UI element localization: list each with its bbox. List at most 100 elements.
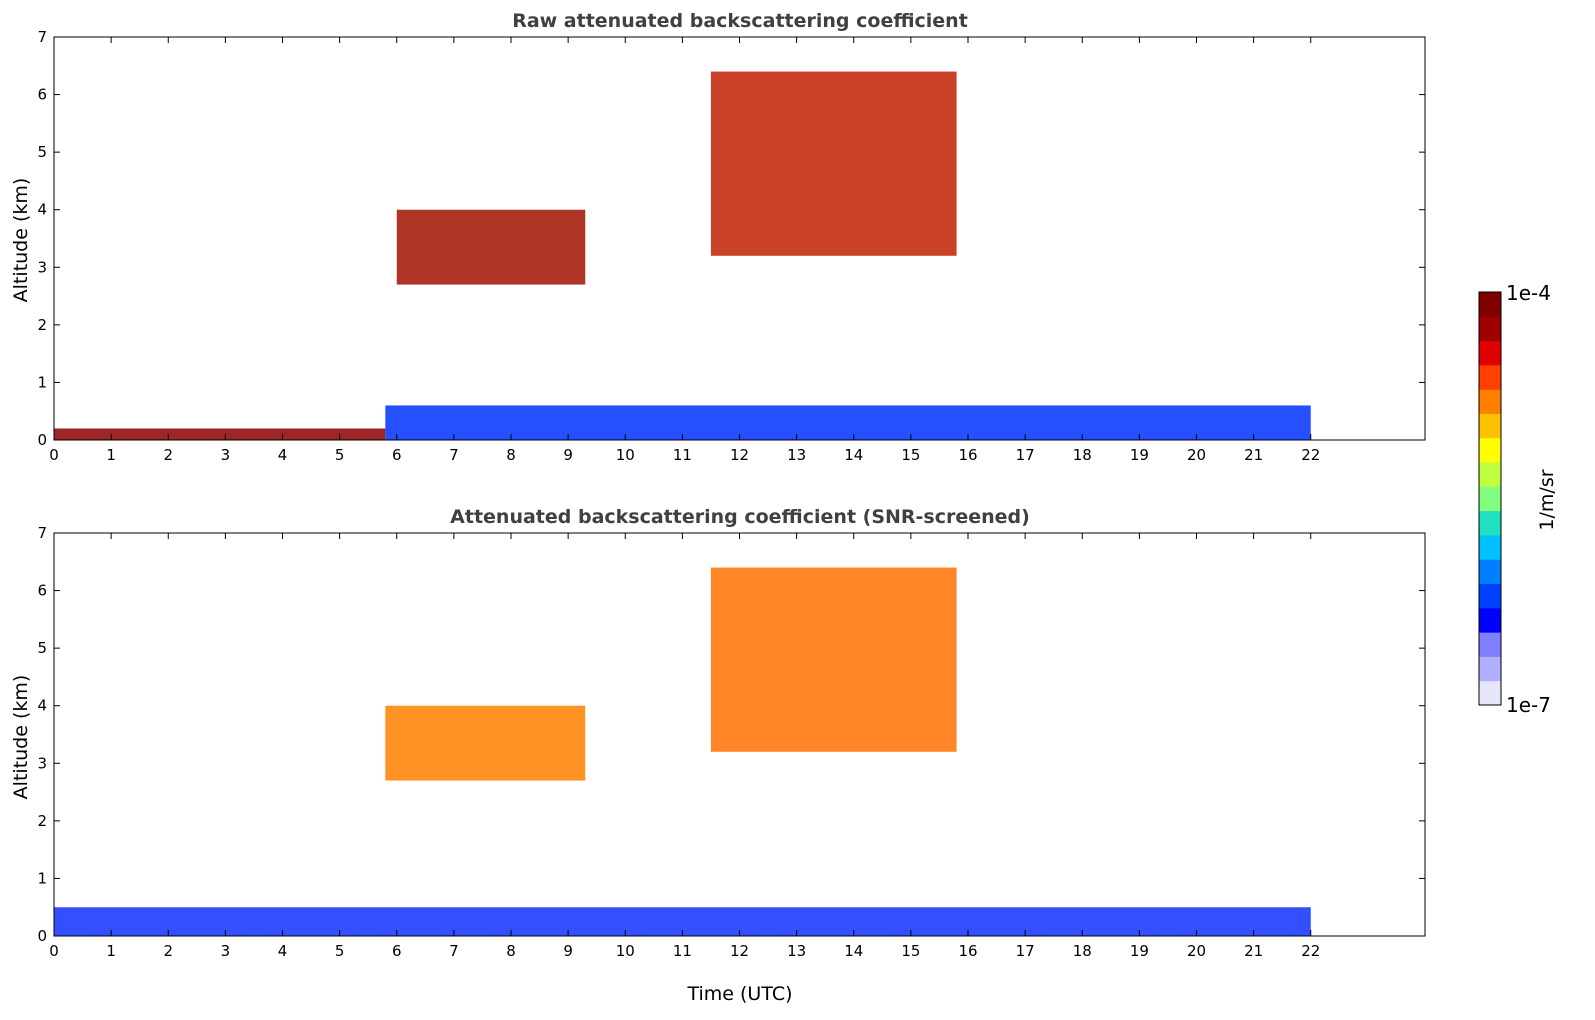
panel-raw-ylabel: Altitude (km) [10,178,32,303]
colorbar-step [1479,340,1501,366]
y-tick-label: 2 [37,812,47,830]
x-tick-label: 9 [563,942,573,960]
x-tick-label: 16 [958,446,977,464]
x-tick-label: 5 [335,446,345,464]
y-tick-label: 2 [37,316,47,334]
panel-raw-x-ticks: 0 1 2 3 4 5 6 7 8 9 10 11 12 13 14 15 16 17 18 19 20 21 22 [49,37,1320,464]
y-tick-label: 3 [37,754,47,772]
y-tick-label: 4 [37,201,47,219]
y-tick-label: 1 [37,869,47,887]
y-tick-label: 6 [37,86,47,104]
x-tick-label: 12 [730,446,749,464]
x-tick-label: 13 [787,942,806,960]
x-tick-label: 21 [1244,942,1263,960]
colorbar-step [1479,583,1501,609]
panel-raw-heatmap [54,71,1311,440]
x-tick-label: 10 [616,942,635,960]
x-tick-label: 17 [1016,942,1035,960]
x-tick-label: 4 [278,942,288,960]
panel-screened-title: Attenuated backscattering coefficient (S… [450,506,1030,528]
colorbar-step [1479,413,1501,439]
x-tick-label: 12 [730,942,749,960]
x-tick-label: 15 [901,446,920,464]
panel-screened-y-ticks: 0 1 2 3 4 5 6 7 [37,524,1425,945]
x-tick-label: 6 [392,942,402,960]
heatmap-feature-0 [385,705,586,781]
panel-raw: Raw attenuated backscattering coefficien… [10,10,1426,464]
x-tick-label: 1 [106,942,116,960]
y-tick-label: 7 [37,28,47,46]
x-tick-label: 11 [673,942,692,960]
x-tick-label: 7 [449,446,459,464]
y-tick-label: 0 [37,927,47,945]
colorbar-step [1479,364,1501,390]
colorbar-step [1479,607,1501,633]
colorbar-step [1479,316,1501,342]
y-tick-label: 3 [37,258,47,276]
colorbar-step [1479,534,1501,560]
colorbar-min-label: 1e-7 [1506,693,1551,717]
colorbar-step [1479,656,1501,682]
colorbar-gradient [1479,292,1501,706]
heatmap-feature-1 [710,567,957,752]
x-tick-label: 21 [1244,446,1263,464]
x-tick-label: 11 [673,446,692,464]
colorbar-frame [1478,291,1502,706]
x-tick-label: 4 [278,446,288,464]
x-tick-label: 15 [901,942,920,960]
heatmap-feature-0 [54,428,386,440]
y-tick-label: 1 [37,373,47,391]
panel-screened-heatmap [54,567,1311,936]
x-tick-label: 8 [506,942,516,960]
x-tick-label: 10 [616,446,635,464]
x-tick-label: 7 [449,942,459,960]
colorbar-step [1479,632,1501,657]
colorbar-step [1479,559,1501,585]
y-tick-label: 0 [37,431,47,449]
y-tick-label: 5 [37,639,47,657]
panel-raw-y-ticks: 0 1 2 3 4 5 6 7 [37,28,1425,449]
colorbar-step [1479,486,1501,512]
x-tick-label: 5 [335,942,345,960]
x-tick-label: 6 [392,446,402,464]
colorbar-step [1479,437,1501,463]
x-tick-label: 18 [1073,446,1092,464]
heatmap-feature-2 [710,71,957,256]
colorbar-step [1479,389,1501,414]
x-tick-label: 20 [1187,446,1206,464]
x-tick-label: 9 [563,446,573,464]
x-tick-label: 2 [163,942,173,960]
x-tick-label: 3 [221,446,231,464]
colorbar-step [1479,292,1501,317]
x-tick-label: 1 [106,446,116,464]
heatmap-feature-3 [385,405,1311,440]
x-tick-label: 0 [49,942,59,960]
panel-screened: Attenuated backscattering coefficient (S… [10,506,1426,1005]
colorbar-max-label: 1e-4 [1506,281,1551,305]
colorbar: 1e-4 1e-7 1/m/sr [1478,281,1558,717]
x-tick-label: 22 [1301,942,1320,960]
x-tick-label: 13 [787,446,806,464]
colorbar-step [1479,510,1501,536]
x-tick-label: 18 [1073,942,1092,960]
colorbar-step [1479,680,1501,706]
y-tick-label: 7 [37,524,47,542]
y-tick-label: 5 [37,143,47,161]
x-tick-label: 16 [958,942,977,960]
panel-screened-xlabel: Time (UTC) [686,983,792,1005]
x-tick-label: 22 [1301,446,1320,464]
x-tick-label: 8 [506,446,516,464]
panel-screened-x-ticks: 0 1 2 3 4 5 6 7 8 9 10 11 12 13 14 15 16 17 18 19 20 21 22 [49,533,1320,960]
x-tick-label: 20 [1187,942,1206,960]
x-tick-label: 14 [844,446,863,464]
x-tick-label: 17 [1016,446,1035,464]
colorbar-label: 1/m/sr [1536,469,1558,530]
x-tick-label: 3 [221,942,231,960]
x-tick-label: 14 [844,942,863,960]
x-tick-label: 19 [1130,446,1149,464]
y-tick-label: 4 [37,697,47,715]
colorbar-step [1479,462,1501,487]
panel-raw-title: Raw attenuated backscattering coefficien… [512,10,968,32]
heatmap-feature-1 [396,209,586,285]
